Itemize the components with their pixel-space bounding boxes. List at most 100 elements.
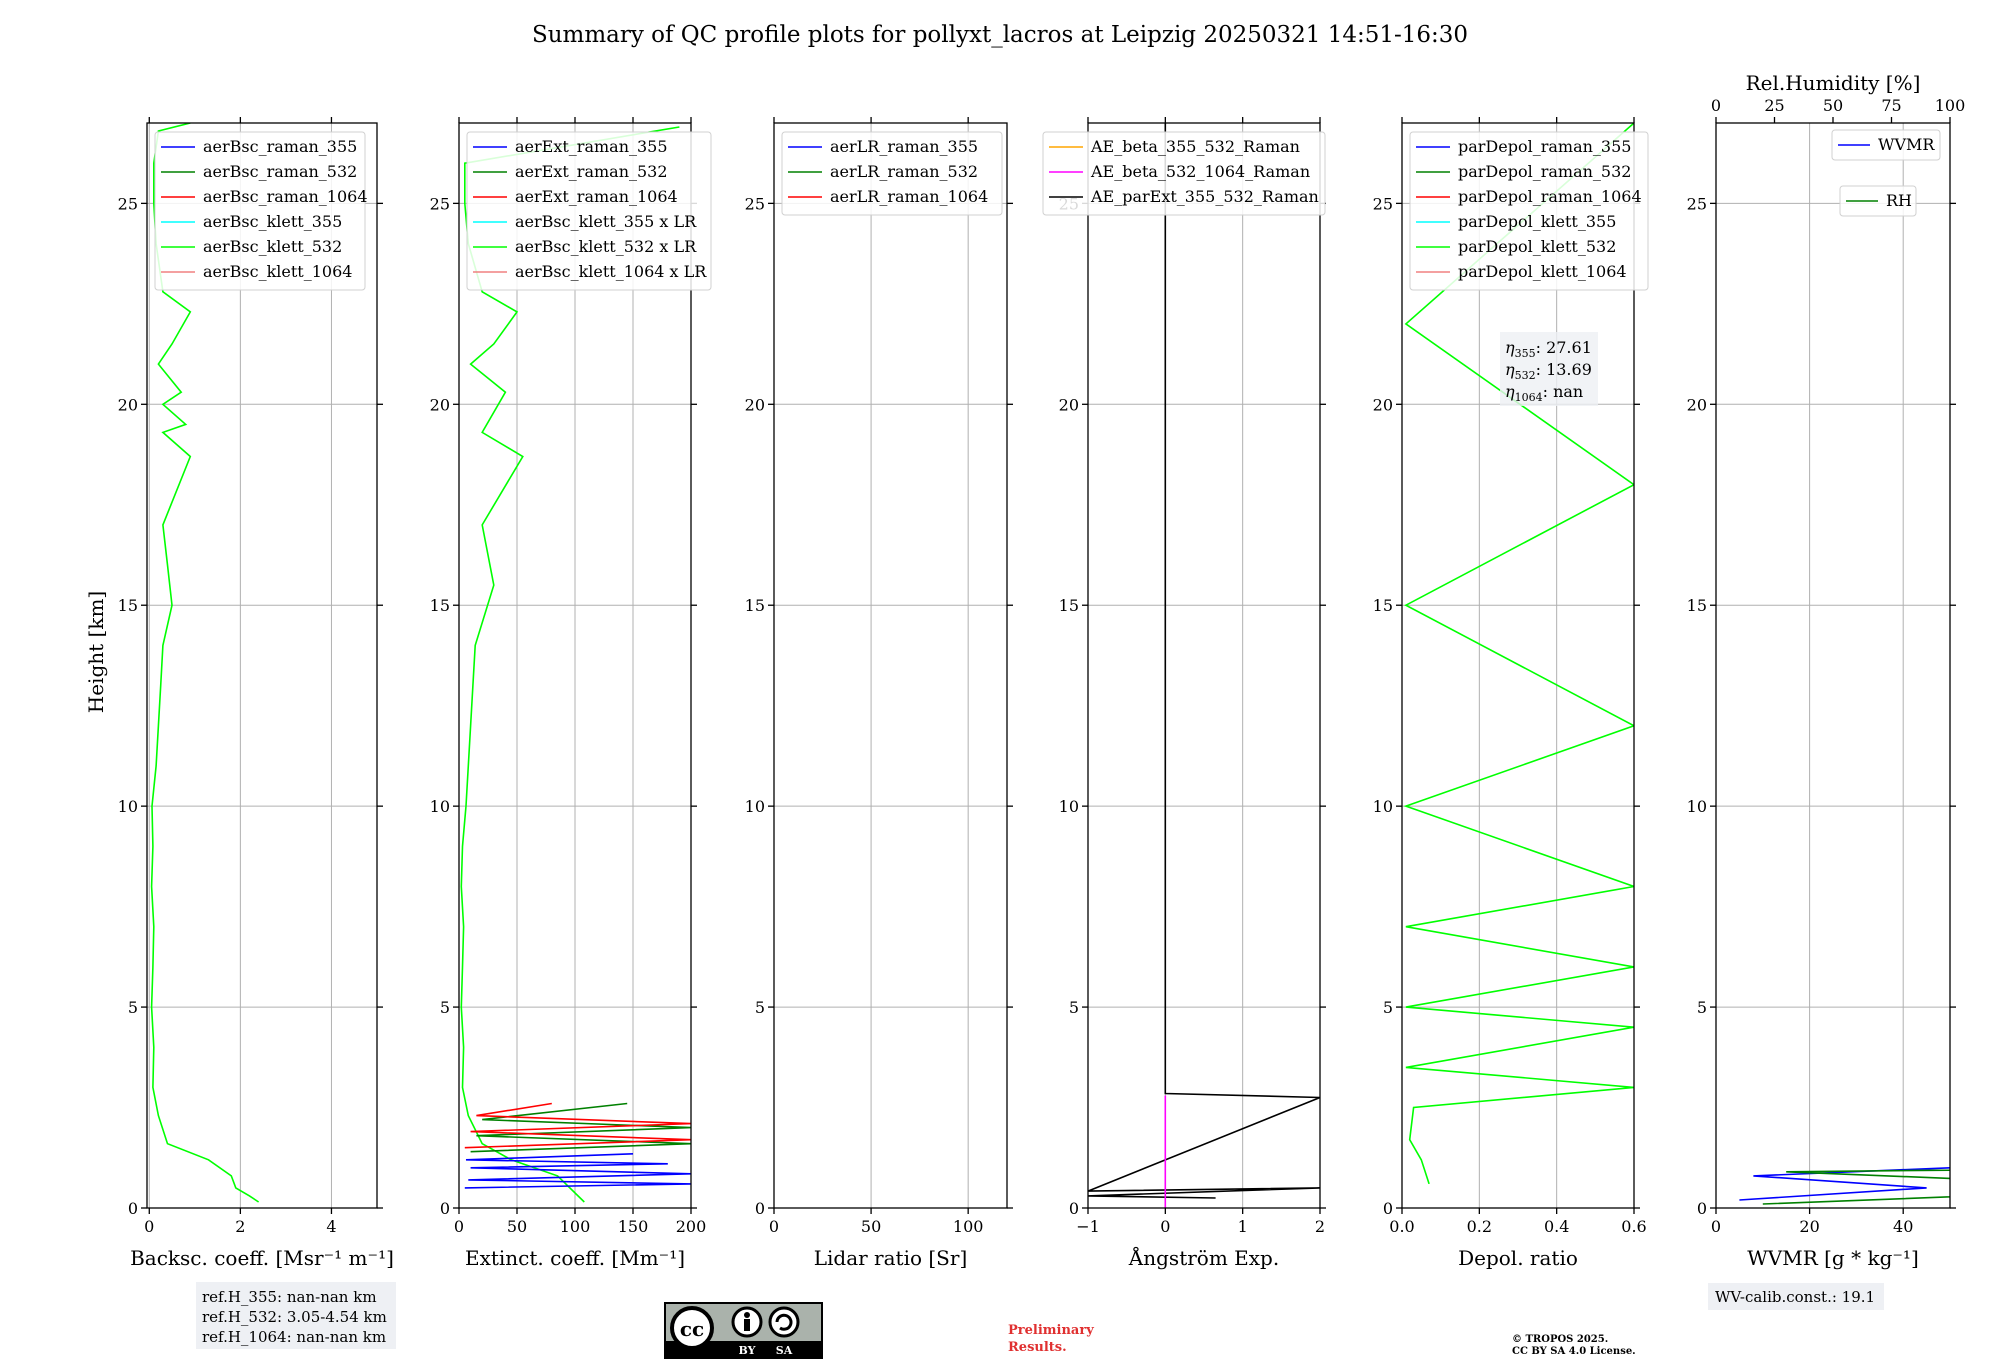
x-tick-label: 0: [769, 1217, 779, 1236]
panel-frame: [1401, 122, 1635, 1209]
x-tick-label: 0: [1711, 1217, 1721, 1236]
legend-label: aerBsc_klett_532: [203, 237, 342, 256]
x-axis-label: Backsc. coeff. [Msr⁻¹ m⁻¹]: [130, 1246, 394, 1270]
y-tick-label: 25: [1373, 194, 1393, 213]
y-tick-label: 15: [1687, 596, 1707, 615]
top-x-tick-label: 75: [1881, 96, 1901, 115]
x-tick-label: 0: [454, 1217, 464, 1236]
top-axis-label: Rel.Humidity [%]: [1746, 71, 1921, 95]
panel-lidar_ratio: 0 5 10 15 20 25 0 50 100 Lidar ratio [Sr] aerLR_ra…: [745, 117, 1013, 1270]
legend: AE_beta_355_532_Raman AE_beta_532_1064_Ra…: [1042, 131, 1326, 216]
legend-label: parDepol_klett_355: [1458, 212, 1616, 231]
legend-frame: [1409, 131, 1649, 291]
cc-logo-text: cc: [680, 1317, 704, 1341]
legend-frame: [466, 131, 712, 291]
legend-frame: [781, 131, 1003, 216]
legend: aerBsc_raman_355 aerBsc_raman_532 aerBsc_r…: [154, 131, 368, 291]
series-line-parDepol_klett_532: [1403, 123, 1634, 1185]
legend-frame: [1831, 129, 1941, 161]
panel-extinction: 0 5 10 15 20 25 0 50 100 150 200 Extinct. coeff. [M…: [430, 117, 712, 1270]
x-axis-label: Extinct. coeff. [Mm⁻¹]: [465, 1246, 685, 1270]
panel-frame: [1087, 122, 1321, 1209]
legend-label: AE_beta_532_1064_Raman: [1090, 162, 1310, 181]
legend-label: parDepol_klett_1064: [1458, 262, 1627, 281]
y-tick-label: 10: [1373, 797, 1393, 816]
x-axis-label: Ångström Exp.: [1128, 1245, 1279, 1270]
y-tick-label: 20: [1059, 395, 1079, 414]
y-tick-label: 20: [1373, 395, 1393, 414]
legend-frame: [1042, 131, 1326, 216]
x-tick-label: 200: [676, 1217, 707, 1236]
y-tick-label: 25: [745, 194, 765, 213]
y-tick-label: 20: [1687, 395, 1707, 414]
y-tick-label: 0: [1069, 1199, 1079, 1218]
legend-label: aerBsc_raman_1064: [203, 187, 368, 206]
y-tick-label: 15: [1059, 596, 1079, 615]
panel-frame: [1715, 122, 1951, 1209]
series-line-aerExt_raman_1064: [464, 1102, 691, 1149]
legend-label: AE_beta_355_532_Raman: [1090, 137, 1300, 156]
legend-label: parDepol_klett_532: [1458, 237, 1616, 256]
x-tick-label: 50: [861, 1217, 881, 1236]
legend-label: parDepol_raman_532: [1458, 162, 1631, 181]
ref-heights-note: ref.H_355: nan-nan km ref.H_532: 3.05-4.…: [196, 1282, 396, 1349]
y-tick-label: 5: [1383, 998, 1393, 1017]
eta-label-532: η532: 13.69: [1505, 360, 1592, 382]
y-tick-label: 0: [128, 1199, 138, 1218]
copyright-line-1: © TROPOS 2025.: [1512, 1334, 1608, 1345]
legend-label: aerBsc_klett_532 x LR: [515, 237, 697, 256]
x-tick-label: 100: [953, 1217, 984, 1236]
x-tick-label: 1: [1238, 1217, 1248, 1236]
y-tick-label: 10: [1687, 797, 1707, 816]
eta-label-1064: η1064: nan: [1505, 382, 1583, 404]
x-axis-label: WVMR [g * kg⁻¹]: [1747, 1246, 1919, 1270]
legend-label: aerBsc_klett_355: [203, 212, 342, 231]
panel-frame: [458, 122, 692, 1209]
y-tick-label: 25: [1687, 194, 1707, 213]
series-line-RH: [1762, 1169, 1950, 1205]
legend-label: aerExt_raman_532: [515, 162, 668, 181]
preliminary-line-2: Results.: [1008, 1340, 1067, 1355]
x-tick-label: 0.6: [1621, 1217, 1646, 1236]
y-axis-label: Height [km]: [84, 591, 108, 713]
x-tick-label: 0: [144, 1217, 154, 1236]
y-tick-label: 10: [1059, 797, 1079, 816]
panel-frame: [773, 122, 1008, 1209]
series-group: [460, 126, 691, 1203]
y-tick-label: 5: [1697, 998, 1707, 1017]
legend-label: WVMR: [1878, 135, 1935, 154]
top-x-tick-label: 50: [1823, 96, 1843, 115]
y-tick-label: 15: [430, 596, 450, 615]
series-line-aerBsc_klett_532: [150, 123, 260, 1203]
y-tick-label: 25: [430, 194, 450, 213]
panel-backscatter: 0 5 10 15 20 25 0 2 4 Backsc. coeff. [Msr⁻¹ m⁻¹] a…: [118, 117, 394, 1270]
legend-label: aerBsc_raman_355: [203, 137, 357, 156]
y-tick-label: 0: [755, 1199, 765, 1218]
y-tick-label: 5: [755, 998, 765, 1017]
y-tick-label: 20: [430, 395, 450, 414]
legend-label: aerBsc_klett_355 x LR: [515, 212, 697, 231]
badge-sa-label: SA: [776, 1344, 793, 1357]
wv-calibration-constant: WV-calib.const.: 19.1: [1715, 1288, 1875, 1306]
ref-height-1064: ref.H_1064: nan-nan km: [202, 1328, 386, 1346]
legend: parDepol_raman_355 parDepol_raman_532 parD…: [1409, 131, 1649, 291]
y-tick-label: 10: [118, 797, 138, 816]
legend-label: aerExt_raman_1064: [515, 187, 678, 206]
cc-license-badge: cc BY SA: [664, 1302, 823, 1359]
legend: aerExt_raman_355 aerExt_raman_532 aerExt_r…: [466, 131, 712, 291]
y-tick-label: 15: [745, 596, 765, 615]
y-tick-label: 25: [118, 194, 138, 213]
legend-label: AE_parExt_355_532_Raman: [1090, 187, 1319, 206]
y-tick-label: 0: [1697, 1199, 1707, 1218]
top-x-tick-label: 25: [1764, 96, 1784, 115]
series-line-aerBsc_klett_532 x LR: [460, 126, 680, 1203]
x-tick-label: 2: [235, 1217, 245, 1236]
legend-label: aerLR_raman_532: [830, 162, 978, 181]
x-tick-label: 0.2: [1467, 1217, 1492, 1236]
x-tick-label: 0: [1160, 1217, 1170, 1236]
y-tick-label: 0: [1383, 1199, 1393, 1218]
series-line-AE_parExt_355_532_Raman: [1088, 123, 1320, 1199]
x-tick-label: 100: [560, 1217, 591, 1236]
ref-height-355: ref.H_355: nan-nan km: [202, 1288, 377, 1306]
